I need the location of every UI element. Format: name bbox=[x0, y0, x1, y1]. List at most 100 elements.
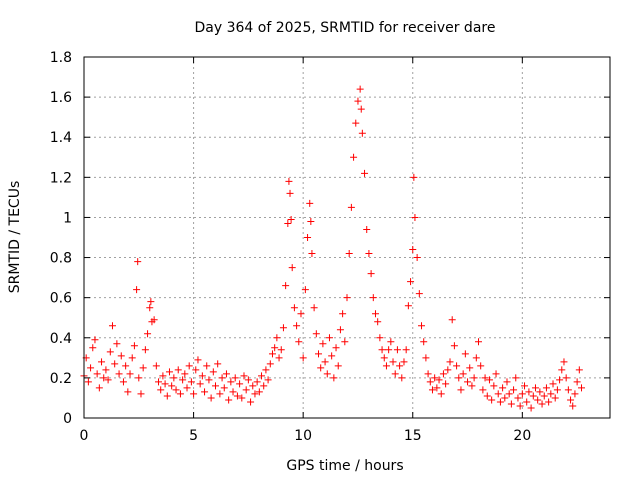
data-point bbox=[521, 382, 529, 390]
data-point bbox=[453, 362, 461, 370]
data-point bbox=[231, 374, 239, 382]
y-tick-label: 0.6 bbox=[50, 291, 72, 307]
data-point bbox=[336, 326, 344, 334]
data-point bbox=[285, 177, 293, 185]
data-point bbox=[293, 322, 301, 330]
data-point bbox=[424, 370, 432, 378]
x-tick-label: 5 bbox=[189, 428, 198, 444]
data-point bbox=[238, 394, 246, 402]
data-point bbox=[111, 360, 119, 368]
data-point bbox=[514, 394, 522, 402]
data-point bbox=[450, 342, 458, 350]
y-tick-label: 0.8 bbox=[50, 251, 72, 267]
data-point bbox=[275, 354, 283, 362]
y-tick-label: 1.8 bbox=[50, 50, 72, 66]
grid bbox=[84, 57, 610, 418]
data-point bbox=[301, 286, 309, 294]
data-point bbox=[356, 85, 364, 93]
data-point bbox=[527, 404, 535, 412]
data-point bbox=[288, 264, 296, 272]
data-point bbox=[134, 258, 142, 266]
data-point bbox=[363, 225, 371, 233]
data-point bbox=[236, 380, 244, 388]
data-point bbox=[212, 382, 219, 390]
data-point bbox=[573, 378, 581, 386]
data-point bbox=[404, 302, 412, 310]
data-point bbox=[479, 386, 487, 394]
data-point bbox=[437, 390, 445, 398]
data-point bbox=[308, 250, 316, 258]
data-point bbox=[130, 342, 138, 350]
data-point bbox=[545, 398, 553, 406]
x-tick-label: 15 bbox=[404, 428, 422, 444]
x-tick-label: 10 bbox=[294, 428, 312, 444]
data-point bbox=[297, 310, 305, 318]
data-point bbox=[536, 388, 544, 396]
data-point bbox=[251, 390, 259, 398]
data-point bbox=[317, 364, 325, 372]
data-point bbox=[185, 362, 193, 370]
data-point bbox=[310, 304, 318, 312]
data-point bbox=[172, 386, 180, 394]
data-point bbox=[439, 370, 447, 378]
data-point bbox=[385, 346, 393, 354]
data-point bbox=[139, 364, 147, 372]
data-point bbox=[461, 350, 469, 358]
data-point bbox=[304, 234, 312, 241]
y-tick-label: 1 bbox=[63, 210, 72, 226]
data-point bbox=[203, 362, 211, 370]
data-point bbox=[290, 304, 298, 312]
data-point bbox=[102, 366, 110, 374]
data-point bbox=[510, 386, 518, 394]
data-point bbox=[431, 374, 439, 382]
data-point bbox=[98, 358, 106, 366]
y-tick-label: 0 bbox=[63, 411, 72, 427]
data-point bbox=[268, 350, 276, 358]
data-point bbox=[152, 362, 160, 370]
data-point bbox=[273, 334, 281, 342]
data-point bbox=[444, 366, 452, 374]
axis-tick-labels: 0 5 10 15 20 0 0.2 0.4 0.6 0.8 1 1.2 1.4 1.6 1.8 bbox=[50, 50, 532, 444]
data-point bbox=[122, 362, 130, 370]
data-point bbox=[433, 384, 441, 392]
data-point bbox=[442, 380, 450, 388]
data-point bbox=[244, 376, 252, 384]
data-point bbox=[389, 358, 397, 366]
data-point bbox=[567, 396, 575, 404]
data-point bbox=[518, 390, 526, 398]
data-point bbox=[227, 378, 235, 386]
data-point bbox=[350, 153, 358, 161]
data-point bbox=[319, 340, 327, 348]
data-point bbox=[262, 366, 270, 374]
data-point bbox=[330, 374, 338, 382]
data-point bbox=[507, 400, 515, 408]
data-point bbox=[472, 354, 480, 362]
data-point bbox=[553, 386, 561, 394]
data-point bbox=[361, 169, 369, 177]
data-point bbox=[571, 390, 579, 398]
data-point bbox=[209, 368, 217, 376]
data-point bbox=[190, 390, 198, 398]
data-point bbox=[466, 364, 474, 372]
data-point bbox=[426, 378, 434, 386]
data-point bbox=[547, 390, 555, 398]
data-point bbox=[468, 382, 476, 390]
data-point bbox=[339, 310, 347, 318]
data-point bbox=[307, 217, 315, 225]
data-point bbox=[163, 392, 171, 400]
data-point bbox=[415, 290, 423, 298]
data-point bbox=[205, 376, 213, 384]
data-point bbox=[216, 390, 224, 398]
data-point bbox=[104, 376, 112, 384]
data-point bbox=[499, 384, 507, 392]
data-point bbox=[378, 346, 386, 354]
data-point bbox=[253, 378, 261, 386]
data-point bbox=[141, 346, 149, 354]
data-point bbox=[578, 384, 586, 392]
data-point bbox=[446, 358, 454, 366]
data-point bbox=[503, 378, 511, 386]
data-point bbox=[264, 376, 272, 384]
data-point bbox=[323, 370, 331, 378]
data-point bbox=[159, 372, 167, 380]
data-point bbox=[179, 376, 187, 384]
